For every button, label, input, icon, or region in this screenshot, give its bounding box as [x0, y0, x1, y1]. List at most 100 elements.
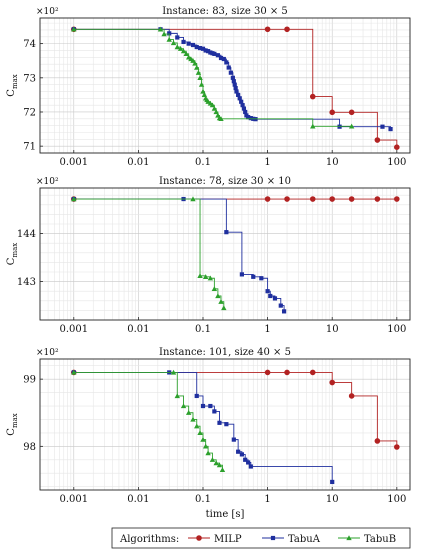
data-point [177, 46, 184, 51]
data-point [248, 464, 253, 469]
data-point [310, 123, 316, 129]
data-point [348, 393, 355, 399]
legend-item-tabua: TabuA [262, 534, 321, 545]
data-point [394, 196, 400, 202]
data-point [212, 51, 217, 56]
data-point [174, 44, 180, 50]
axes-frame [39, 187, 411, 321]
data-point [200, 46, 206, 51]
data-point [216, 462, 223, 468]
data-point [264, 26, 271, 33]
y-axis-label-main: C [6, 257, 17, 265]
y-axis-label: Cmax [6, 74, 19, 96]
y-tick-label: 99 [23, 375, 36, 386]
data-point [329, 109, 336, 116]
data-point [329, 379, 336, 386]
data-point [251, 274, 256, 279]
data-point [198, 81, 205, 87]
data-point [394, 444, 400, 450]
data-point [157, 26, 164, 32]
legend-marker [270, 535, 276, 541]
legend-item-label: TabuB [364, 534, 396, 545]
data-point [180, 403, 187, 409]
data-point [230, 75, 235, 80]
y-multiplier: ×10² [36, 348, 59, 358]
data-point [309, 196, 316, 202]
data-point [190, 196, 196, 202]
x-tick-label: 0.1 [195, 324, 211, 335]
data-point [329, 196, 336, 202]
series-line [73, 198, 225, 308]
data-point [170, 369, 177, 375]
data-point [183, 51, 189, 57]
data-point [71, 196, 77, 202]
chart-title: Instance: 101, size 40 × 5 [159, 347, 291, 358]
y-tick-label: 71 [23, 142, 36, 153]
data-point [202, 443, 209, 449]
data-point [226, 65, 231, 70]
data-point [167, 31, 172, 36]
data-point [231, 79, 236, 84]
series-line [73, 198, 285, 312]
axes-frame [39, 17, 411, 154]
data-point [232, 82, 237, 87]
y-tick-label: 143 [17, 277, 36, 288]
x-tick-label: 0.001 [59, 494, 88, 505]
data-point [197, 75, 203, 80]
data-point [166, 36, 172, 42]
x-axis-label: time [s] [206, 509, 245, 520]
x-tick-label: 100 [387, 157, 406, 168]
data-point [374, 137, 381, 143]
data-point [264, 369, 271, 376]
data-point [239, 272, 244, 277]
data-point [248, 116, 253, 121]
x-tick-label: 100 [387, 324, 406, 335]
data-point [237, 96, 242, 101]
series-milp [70, 196, 400, 202]
data-point [278, 303, 283, 308]
data-point [233, 85, 238, 91]
x-tick-label: 0.1 [195, 157, 211, 168]
data-point [259, 276, 264, 281]
legend-marker [196, 535, 202, 541]
data-point [240, 103, 245, 108]
y-axis-label-sub: max [11, 413, 19, 428]
data-point [330, 479, 335, 485]
data-point [309, 369, 316, 376]
data-point [213, 109, 219, 115]
data-point [207, 275, 214, 281]
legend-item-tabub: TabuB [338, 534, 396, 545]
data-point [284, 26, 290, 33]
data-point [209, 457, 216, 462]
legend-item-label: TabuA [288, 534, 321, 545]
data-point [215, 293, 221, 299]
data-point [224, 230, 229, 235]
data-point [284, 369, 290, 376]
data-point [236, 92, 241, 97]
data-point [284, 196, 290, 202]
data-point [215, 53, 220, 58]
data-point [217, 420, 222, 425]
data-point [388, 126, 393, 132]
grid [39, 188, 410, 321]
y-axis-label-sub: max [11, 243, 19, 258]
data-point [264, 196, 271, 202]
data-point [224, 60, 229, 65]
y-axis-label: Cmax [6, 413, 19, 435]
data-point [190, 416, 196, 422]
y-multiplier: ×10² [36, 177, 59, 187]
data-point [234, 89, 239, 94]
y-multiplier: ×10² [36, 7, 59, 17]
data-point [348, 109, 355, 116]
legend-item-label: MILP [214, 534, 242, 545]
data-point [246, 115, 251, 120]
data-point [194, 44, 199, 50]
subplot-3: Instance: 101, size 40 × 5 ×10² Cmax 0.001 0… [6, 347, 411, 520]
data-point [394, 144, 400, 150]
y-axis-label-main: C [6, 428, 17, 436]
data-point [221, 305, 227, 311]
data-point [241, 106, 247, 111]
data-point [192, 60, 198, 66]
data-point [218, 55, 224, 61]
x-tick-label: 0.01 [127, 157, 149, 168]
